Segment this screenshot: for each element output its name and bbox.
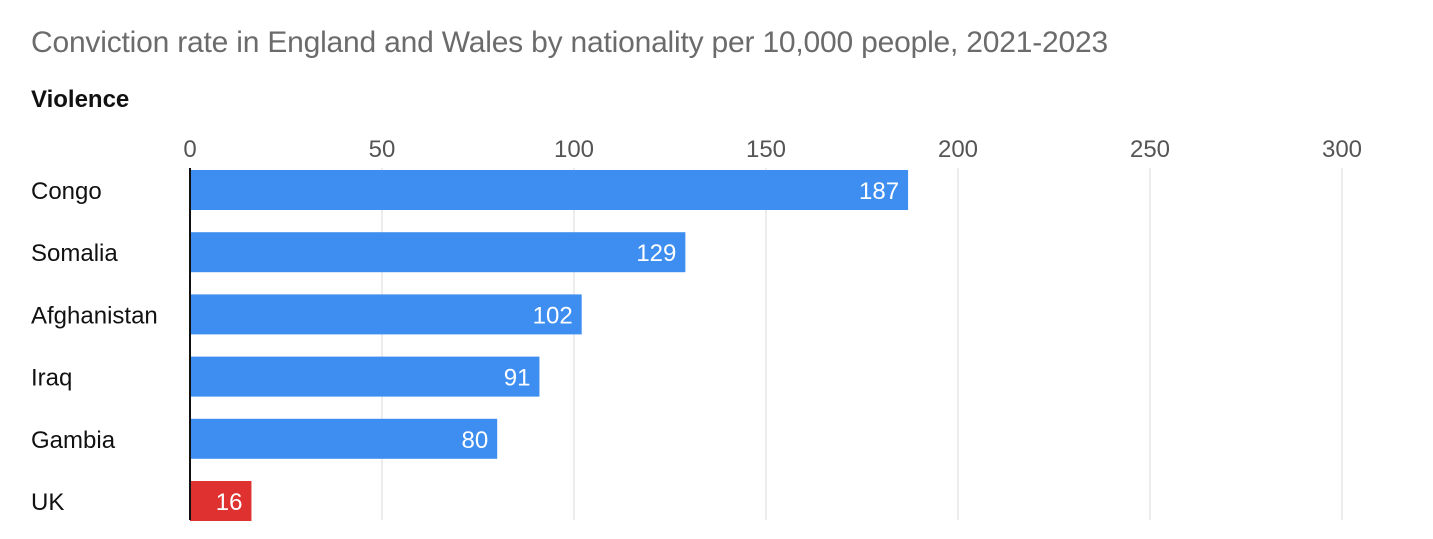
category-label: Iraq: [31, 365, 72, 392]
category-label: Afghanistan: [31, 302, 158, 329]
bar-somalia: [190, 232, 686, 273]
x-tick-label: 300: [1322, 136, 1362, 163]
value-label: 80: [461, 427, 488, 454]
value-label: 102: [533, 302, 573, 329]
chart-subtitle: Violence: [31, 86, 130, 113]
value-label: 91: [504, 365, 531, 392]
x-tick-label: 0: [183, 136, 196, 163]
category-label: Congo: [31, 178, 102, 205]
category-label: Gambia: [31, 427, 116, 454]
x-tick-label: 150: [746, 136, 786, 163]
bar-afghanistan: [190, 294, 582, 335]
bar-iraq: [190, 356, 540, 397]
bar-gambia: [190, 418, 498, 459]
value-label: 16: [216, 489, 243, 516]
x-tick-label: 50: [369, 136, 396, 163]
category-label: Somalia: [31, 240, 118, 267]
value-label: 187: [859, 178, 899, 205]
chart-title: Conviction rate in England and Wales by …: [31, 26, 1108, 59]
bar-congo: [190, 170, 909, 210]
x-tick-label: 100: [554, 136, 594, 163]
x-tick-label: 250: [1130, 136, 1170, 163]
bar-uk: [190, 481, 252, 521]
x-tick-label: 200: [938, 136, 978, 163]
category-label: UK: [31, 489, 64, 516]
value-label: 129: [636, 240, 676, 267]
